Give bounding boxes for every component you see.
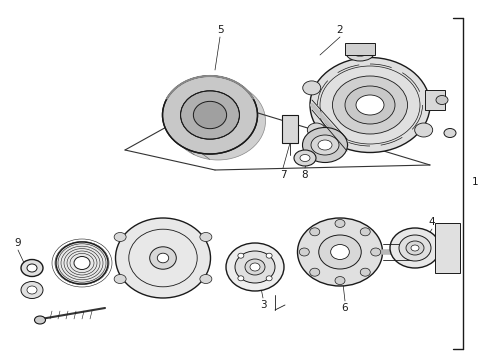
Ellipse shape xyxy=(200,233,212,242)
Ellipse shape xyxy=(157,253,169,263)
Ellipse shape xyxy=(56,242,108,284)
Ellipse shape xyxy=(411,245,419,251)
Ellipse shape xyxy=(180,91,240,139)
Ellipse shape xyxy=(250,263,260,271)
Ellipse shape xyxy=(245,259,265,275)
Text: 2: 2 xyxy=(337,25,343,35)
Ellipse shape xyxy=(360,268,370,276)
Ellipse shape xyxy=(436,95,448,104)
Ellipse shape xyxy=(266,253,272,258)
Polygon shape xyxy=(435,223,460,273)
Ellipse shape xyxy=(238,253,244,258)
Ellipse shape xyxy=(21,260,43,276)
Text: 9: 9 xyxy=(15,238,21,248)
Ellipse shape xyxy=(116,218,211,298)
Ellipse shape xyxy=(194,102,227,129)
Ellipse shape xyxy=(299,248,309,256)
Ellipse shape xyxy=(238,276,244,281)
Ellipse shape xyxy=(235,251,275,283)
Ellipse shape xyxy=(345,86,395,124)
Polygon shape xyxy=(425,90,445,110)
Text: 5: 5 xyxy=(217,25,223,35)
Polygon shape xyxy=(345,43,375,55)
Ellipse shape xyxy=(444,129,456,138)
Ellipse shape xyxy=(200,274,212,284)
Ellipse shape xyxy=(333,76,408,134)
Ellipse shape xyxy=(354,49,366,57)
Ellipse shape xyxy=(266,276,272,281)
Ellipse shape xyxy=(346,45,374,61)
Ellipse shape xyxy=(415,123,433,137)
Ellipse shape xyxy=(390,228,440,268)
Ellipse shape xyxy=(307,123,325,137)
Ellipse shape xyxy=(27,264,37,272)
Text: 3: 3 xyxy=(260,300,266,310)
Ellipse shape xyxy=(302,127,347,162)
Ellipse shape xyxy=(297,218,383,286)
Ellipse shape xyxy=(356,95,384,115)
Text: 7: 7 xyxy=(280,170,286,180)
Ellipse shape xyxy=(34,316,46,324)
Polygon shape xyxy=(282,115,298,143)
Ellipse shape xyxy=(335,220,345,228)
Ellipse shape xyxy=(114,233,126,242)
Ellipse shape xyxy=(21,282,43,298)
Ellipse shape xyxy=(360,228,370,236)
Ellipse shape xyxy=(226,243,284,291)
Ellipse shape xyxy=(311,135,339,155)
Ellipse shape xyxy=(27,286,37,294)
Ellipse shape xyxy=(163,76,258,154)
Ellipse shape xyxy=(310,58,430,153)
Ellipse shape xyxy=(114,274,126,284)
Ellipse shape xyxy=(294,150,316,166)
Text: 1: 1 xyxy=(472,177,478,187)
Ellipse shape xyxy=(300,154,310,162)
Text: 6: 6 xyxy=(342,303,348,313)
Ellipse shape xyxy=(310,228,320,236)
Ellipse shape xyxy=(371,248,381,256)
Ellipse shape xyxy=(319,235,361,269)
Ellipse shape xyxy=(318,140,332,150)
Ellipse shape xyxy=(331,244,349,260)
Ellipse shape xyxy=(171,82,266,160)
Ellipse shape xyxy=(406,241,424,255)
Text: 8: 8 xyxy=(302,170,308,180)
Ellipse shape xyxy=(310,268,320,276)
Ellipse shape xyxy=(74,256,90,270)
Ellipse shape xyxy=(399,235,431,261)
Ellipse shape xyxy=(303,81,321,95)
Text: 4: 4 xyxy=(429,217,435,227)
Ellipse shape xyxy=(150,247,176,269)
Ellipse shape xyxy=(335,276,345,284)
